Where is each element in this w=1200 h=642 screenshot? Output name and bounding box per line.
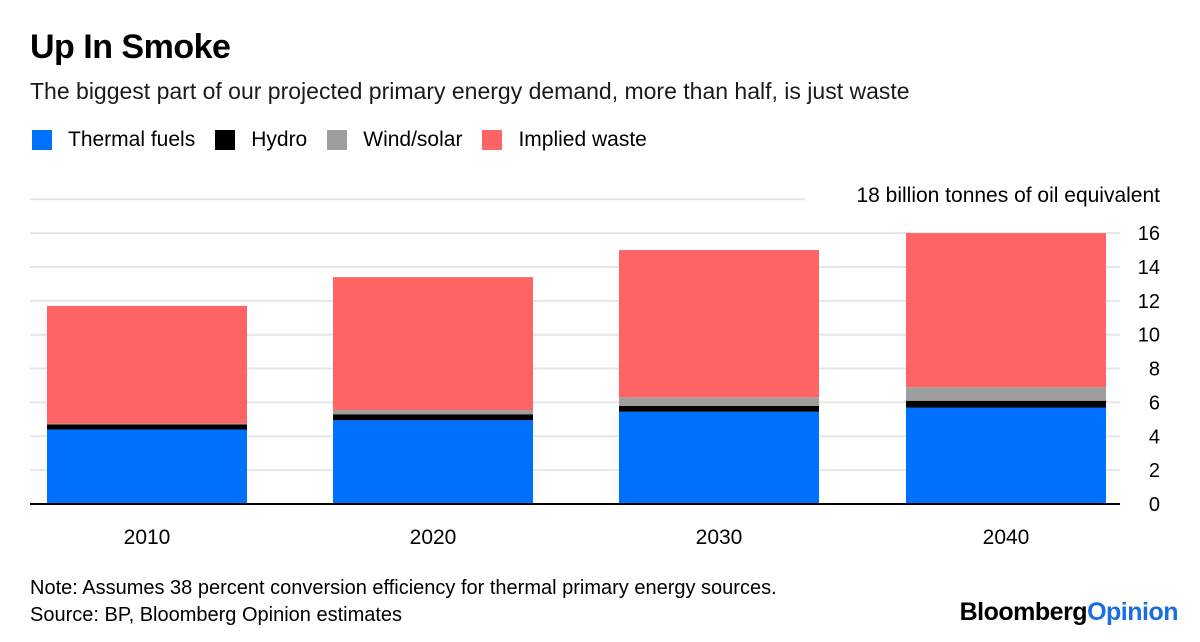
y-tick-label-16: 16 [1138, 223, 1160, 245]
source-text: Source: BP, Bloomberg Opinion estimates [30, 604, 403, 626]
chart-subtitle: The biggest part of our projected primar… [30, 78, 910, 104]
footnote: Note: Assumes 38 percent conversion effi… [30, 575, 777, 629]
legend-swatch-hydro [215, 130, 236, 150]
legend-swatch-wind-solar [327, 130, 348, 150]
chart-title: Up In Smoke [30, 28, 231, 66]
y-axis-unit-label: 18 billion tonnes of oil equivalent [856, 184, 1160, 207]
bar-2040-hydro [906, 400, 1106, 408]
bar-2020-thermal-fuels [333, 420, 533, 504]
bar-2020-implied-waste [333, 277, 533, 411]
y-tick-label-8: 8 [1149, 359, 1160, 381]
bar-2010-implied-waste [47, 305, 247, 424]
x-tick-label-2030: 2030 [696, 526, 743, 549]
legend: Thermal fuels Hydro Wind/solar Implied w… [32, 128, 667, 152]
legend-item-wind-solar: Wind/solar [327, 128, 462, 152]
bar-2040-implied-waste [906, 233, 1106, 388]
y-tick-label-2: 2 [1149, 460, 1160, 482]
legend-label-thermal-fuels: Thermal fuels [68, 128, 196, 151]
bar-2030-implied-waste [619, 250, 819, 398]
bar-2010-hydro [47, 424, 247, 430]
brand-part-opinion: Opinion [1087, 598, 1178, 626]
bloomberg-opinion-logo: BloombergOpinion [959, 598, 1179, 627]
bar-2020-wind-solar [333, 410, 533, 415]
bar-2040-wind-solar [906, 387, 1106, 401]
bar-2010-wind-solar [47, 423, 247, 425]
x-tick-label-2020: 2020 [410, 526, 457, 549]
bar-2030-thermal-fuels [619, 411, 819, 504]
note-text: Note: Assumes 38 percent conversion effi… [30, 577, 777, 599]
y-tick-label-6: 6 [1149, 392, 1160, 414]
bar-2010-thermal-fuels [47, 429, 247, 504]
legend-label-hydro: Hydro [251, 128, 308, 151]
bars [47, 233, 1106, 504]
x-tick-label-2010: 2010 [124, 526, 171, 549]
legend-item-implied-waste: Implied waste [482, 128, 647, 152]
legend-swatch-implied-waste [482, 130, 503, 150]
x-tick-label-2040: 2040 [983, 526, 1030, 549]
y-tick-label-12: 12 [1138, 291, 1160, 313]
y-tick-label-0: 0 [1149, 494, 1160, 516]
y-tick-label-4: 4 [1149, 426, 1160, 448]
y-tick-label-14: 14 [1138, 257, 1160, 279]
bar-2030-wind-solar [619, 397, 819, 406]
legend-item-hydro: Hydro [215, 128, 307, 152]
bar-2030-hydro [619, 405, 819, 412]
bar-2040-thermal-fuels [906, 407, 1106, 504]
legend-label-implied-waste: Implied waste [518, 128, 647, 151]
legend-item-thermal-fuels: Thermal fuels [32, 128, 195, 152]
legend-label-wind-solar: Wind/solar [363, 128, 463, 151]
legend-swatch-thermal-fuels [32, 130, 52, 150]
axes: 0 2 4 6 8 10 12 14 16 2010 2020 2030 2040 [30, 223, 1160, 549]
bar-2020-hydro [333, 414, 533, 421]
brand-part-bloomberg: Bloomberg [959, 598, 1088, 626]
y-tick-label-10: 10 [1138, 325, 1160, 347]
